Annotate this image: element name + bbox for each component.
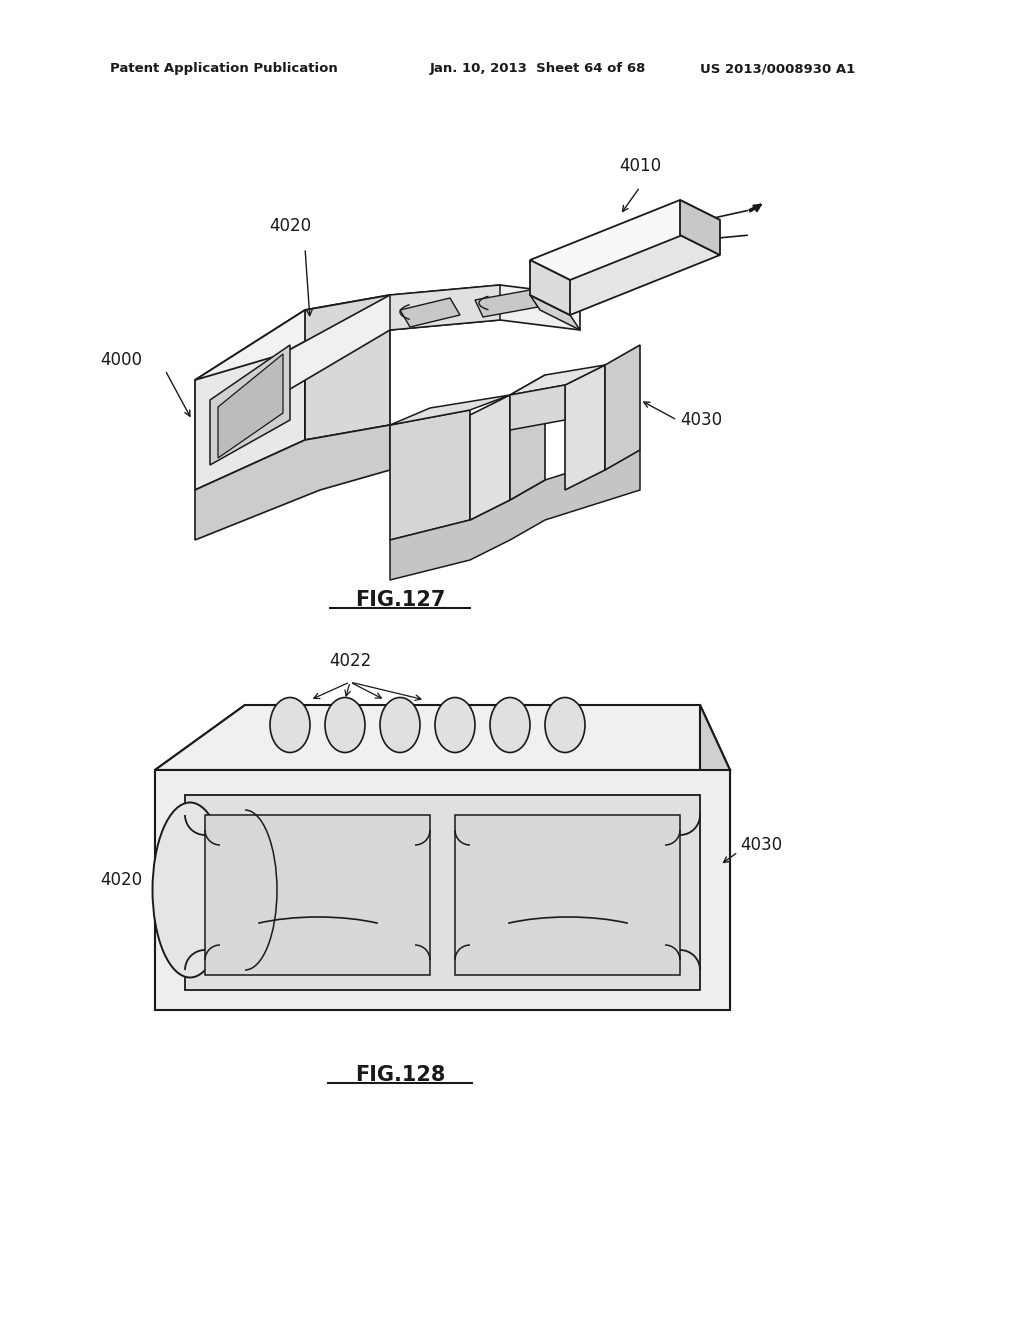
Polygon shape bbox=[210, 345, 290, 465]
Polygon shape bbox=[510, 385, 565, 430]
Polygon shape bbox=[218, 354, 283, 458]
Polygon shape bbox=[390, 450, 640, 579]
Polygon shape bbox=[510, 375, 545, 500]
Polygon shape bbox=[530, 294, 580, 330]
Polygon shape bbox=[530, 235, 720, 315]
Polygon shape bbox=[390, 285, 500, 330]
Polygon shape bbox=[680, 201, 720, 255]
Polygon shape bbox=[530, 260, 570, 315]
Text: 4020: 4020 bbox=[100, 871, 142, 888]
Polygon shape bbox=[530, 201, 720, 280]
Polygon shape bbox=[470, 395, 510, 520]
Text: Jan. 10, 2013  Sheet 64 of 68: Jan. 10, 2013 Sheet 64 of 68 bbox=[430, 62, 646, 75]
Ellipse shape bbox=[380, 697, 420, 752]
Polygon shape bbox=[185, 795, 700, 990]
Polygon shape bbox=[205, 814, 430, 975]
Polygon shape bbox=[455, 814, 680, 975]
Polygon shape bbox=[195, 294, 390, 380]
Text: US 2013/0008930 A1: US 2013/0008930 A1 bbox=[700, 62, 855, 75]
Polygon shape bbox=[565, 366, 605, 490]
Ellipse shape bbox=[490, 697, 530, 752]
Ellipse shape bbox=[545, 697, 585, 752]
Polygon shape bbox=[155, 705, 730, 770]
Ellipse shape bbox=[435, 697, 475, 752]
Polygon shape bbox=[400, 298, 460, 327]
Ellipse shape bbox=[153, 803, 227, 978]
Text: 4020: 4020 bbox=[269, 216, 311, 235]
Polygon shape bbox=[305, 294, 390, 440]
Text: 4022: 4022 bbox=[329, 652, 371, 671]
Ellipse shape bbox=[270, 697, 310, 752]
Polygon shape bbox=[195, 425, 390, 540]
Ellipse shape bbox=[325, 697, 365, 752]
Polygon shape bbox=[605, 345, 640, 470]
Polygon shape bbox=[155, 770, 730, 1010]
Text: 4030: 4030 bbox=[740, 836, 782, 854]
Polygon shape bbox=[155, 705, 245, 1010]
Text: Patent Application Publication: Patent Application Publication bbox=[110, 62, 338, 75]
Polygon shape bbox=[700, 705, 730, 1010]
Polygon shape bbox=[195, 310, 305, 490]
Text: FIG.128: FIG.128 bbox=[354, 1065, 445, 1085]
Polygon shape bbox=[510, 366, 605, 395]
Text: 4000: 4000 bbox=[100, 351, 142, 370]
Text: 4010: 4010 bbox=[618, 157, 662, 176]
Polygon shape bbox=[280, 285, 580, 395]
Text: FIG.127: FIG.127 bbox=[354, 590, 445, 610]
Polygon shape bbox=[475, 290, 538, 317]
Polygon shape bbox=[390, 395, 510, 425]
Polygon shape bbox=[390, 411, 470, 540]
Text: 4030: 4030 bbox=[680, 411, 722, 429]
